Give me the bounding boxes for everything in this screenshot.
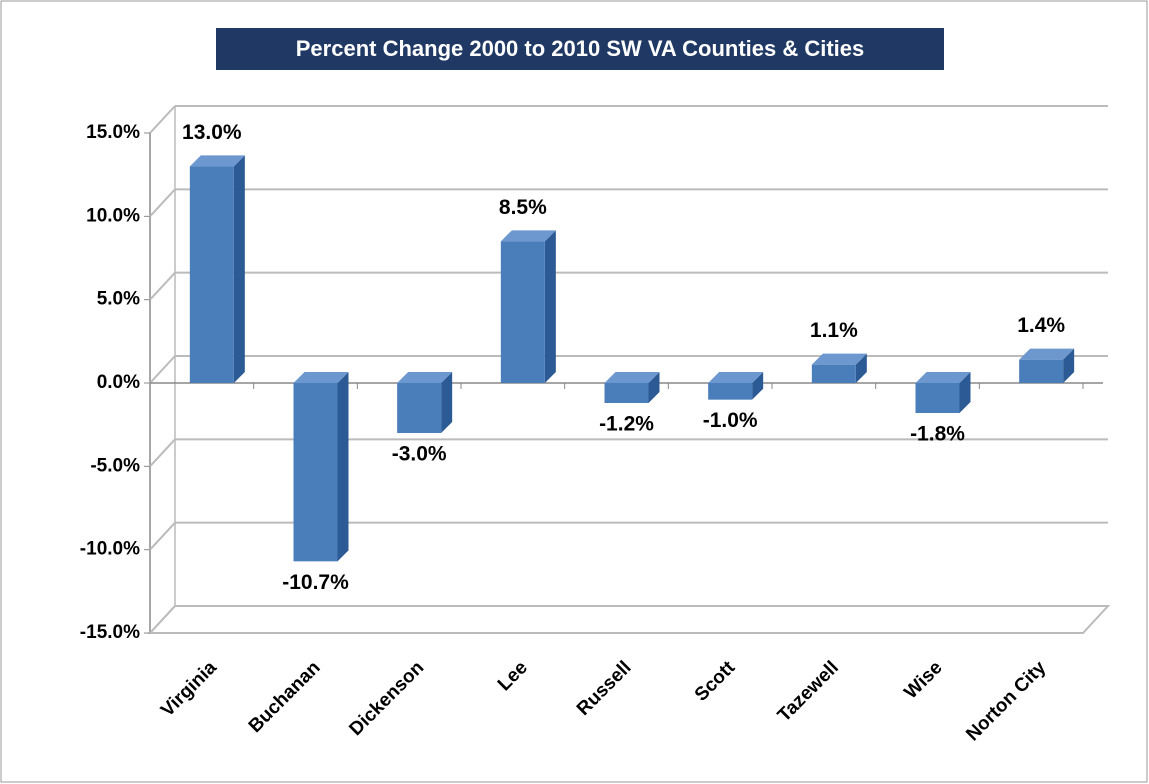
bar-side <box>648 372 660 403</box>
y-tick-label: 15.0% <box>86 122 140 143</box>
chart-title: Percent Change 2000 to 2010 SW VA Counti… <box>296 36 865 61</box>
floor <box>147 605 1111 634</box>
bar-top <box>1019 348 1075 360</box>
bar <box>189 166 234 383</box>
grid-line <box>149 105 176 134</box>
data-label: 1.1% <box>810 319 858 342</box>
bar-top <box>811 353 867 365</box>
bar-side <box>337 372 349 562</box>
bar-top <box>293 372 349 383</box>
grid-line <box>149 188 176 218</box>
bar-top <box>397 372 453 383</box>
bar <box>604 383 649 403</box>
bar-side <box>959 372 971 413</box>
grid-line <box>149 438 176 468</box>
y-tick-label: -10.0% <box>80 539 140 560</box>
bar-side <box>441 372 453 433</box>
data-label: -10.7% <box>282 571 349 594</box>
bar <box>500 241 545 383</box>
data-label: -1.2% <box>599 413 654 436</box>
data-label: 13.0% <box>182 121 242 144</box>
bar-side <box>855 353 867 383</box>
bar-top <box>708 372 764 383</box>
title-box <box>216 28 944 70</box>
bar-side <box>233 155 245 383</box>
bar <box>915 383 960 413</box>
bar <box>397 383 442 433</box>
grid-line <box>149 355 176 384</box>
y-tick-label: -15.0% <box>80 622 140 643</box>
bar <box>1019 359 1064 383</box>
bar-side <box>752 372 764 400</box>
bar-top <box>915 372 971 383</box>
data-label: -1.8% <box>910 423 965 446</box>
bar <box>293 383 338 562</box>
y-tick-label: 5.0% <box>97 289 140 310</box>
bar <box>708 383 753 400</box>
bar-side <box>1063 348 1075 383</box>
grid-line <box>149 521 176 551</box>
data-label: -3.0% <box>392 443 447 466</box>
bar-top <box>500 230 556 242</box>
y-tick-label: 0.0% <box>97 372 140 393</box>
bar-top <box>189 155 245 167</box>
data-label: 8.5% <box>499 196 547 219</box>
grid-line <box>149 605 176 634</box>
bar-top <box>604 372 660 383</box>
y-tick-label: 10.0% <box>86 205 140 226</box>
y-tick-label: -5.0% <box>90 455 140 476</box>
bar <box>811 364 856 383</box>
grid-line <box>149 271 176 301</box>
data-label: -1.0% <box>703 409 758 432</box>
data-label: 1.4% <box>1017 314 1065 337</box>
bar-side <box>544 230 556 383</box>
